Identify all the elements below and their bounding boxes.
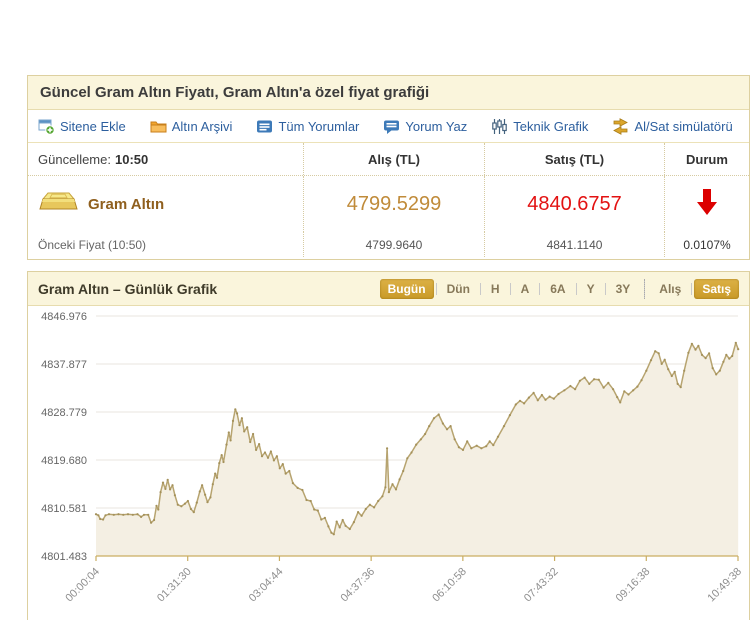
chart-area: 4846.976 4837.877 4828.779 4819.680 4810.581… <box>28 306 749 620</box>
instrument-name: Gram Altın <box>88 195 165 213</box>
add-to-site-icon <box>38 118 55 135</box>
svg-text:01:31:30: 01:31:30 <box>155 566 194 605</box>
status-cell <box>665 176 749 232</box>
svg-text:4810.581: 4810.581 <box>41 503 87 515</box>
svg-text:09:16:38: 09:16:38 <box>614 566 653 605</box>
range-button-bugun[interactable]: Bugün <box>379 278 434 299</box>
toolbar-link-teknik-grafik[interactable]: Teknik Grafik <box>491 118 588 135</box>
svg-text:07:43:32: 07:43:32 <box>522 566 561 605</box>
toolbar-link-label: Sitene Ekle <box>60 118 126 134</box>
series-button-satis[interactable]: Satış <box>694 278 739 299</box>
range-button-a[interactable]: A <box>513 279 538 299</box>
toolbar-link-altin-arsivi[interactable]: Altın Arşivi <box>150 118 233 135</box>
chart-header-bar: Gram Altın – Günlük Grafik Bugün Dün H A… <box>28 272 749 306</box>
gram-altin-row[interactable]: Gram Altın 4799.5299 4840.6757 <box>28 176 749 232</box>
previous-price-label: Önceki Fiyat (10:50) <box>28 232 304 257</box>
toolbar-link-tum-yorumlar[interactable]: Tüm Yorumlar <box>256 118 359 135</box>
quote-table: Güncelleme: 10:50 Alış (TL) Satış (TL) D… <box>28 143 749 259</box>
svg-text:04:37:36: 04:37:36 <box>338 566 377 605</box>
toolbar: Sitene Ekle Altın Arşivi <box>28 110 749 143</box>
button-separator <box>691 282 693 295</box>
write-comment-icon <box>383 118 400 135</box>
range-button-y[interactable]: Y <box>579 279 603 299</box>
svg-text:4837.877: 4837.877 <box>41 359 87 371</box>
range-button-h[interactable]: H <box>483 279 508 299</box>
toolbar-link-alsat-simulatoru[interactable]: Al/Sat simülatörü <box>612 117 733 135</box>
update-cell: Güncelleme: 10:50 <box>28 143 304 175</box>
price-chart[interactable]: 4846.976 4837.877 4828.779 4819.680 4810.581… <box>28 306 749 620</box>
comments-list-icon <box>256 118 273 135</box>
button-group-separator <box>644 278 646 299</box>
button-separator <box>604 282 606 295</box>
gold-bar-icon <box>38 189 78 220</box>
chart-range-buttons: Bugün Dün H A 6A Y 3Y Alış Satış <box>379 278 739 299</box>
candlestick-chart-icon <box>491 118 508 135</box>
toolbar-link-label: Yorum Yaz <box>405 118 468 134</box>
page-title: Güncel Gram Altın Fiyatı, Gram Altın'a ö… <box>40 84 430 101</box>
toolbar-link-yorum-yaz[interactable]: Yorum Yaz <box>383 118 467 135</box>
instrument-cell: Gram Altın <box>28 176 304 232</box>
status-column-header: Durum <box>686 151 728 167</box>
svg-text:4828.779: 4828.779 <box>41 407 87 419</box>
chart-panel: Gram Altın – Günlük Grafik Bugün Dün H A… <box>27 271 750 620</box>
quote-table-header-row: Güncelleme: 10:50 Alış (TL) Satış (TL) D… <box>28 143 749 176</box>
toolbar-link-label: Teknik Grafik <box>513 118 589 134</box>
button-separator <box>575 282 577 295</box>
toolbar-link-label: Tüm Yorumlar <box>278 118 360 134</box>
button-separator <box>435 282 437 295</box>
chart-title: Gram Altın – Günlük Grafik <box>38 280 218 297</box>
change-percent: 0.0107% <box>683 237 731 252</box>
svg-text:4846.976: 4846.976 <box>41 311 87 323</box>
sell-column-header: Satış (TL) <box>485 143 665 175</box>
gold-widget: Güncel Gram Altın Fiyatı, Gram Altın'a ö… <box>27 75 750 620</box>
svg-text:00:00:04: 00:00:04 <box>63 566 102 605</box>
archive-folder-icon <box>150 118 167 135</box>
button-separator <box>509 282 511 295</box>
buy-column-header: Alış (TL) <box>304 143 485 175</box>
widget-title-bar: Güncel Gram Altın Fiyatı, Gram Altın'a ö… <box>28 76 749 110</box>
toolbar-link-label: Al/Sat simülatörü <box>634 118 733 134</box>
previous-sell-price: 4841.1140 <box>485 232 665 257</box>
update-time: 10:50 <box>114 151 149 167</box>
buy-sell-swap-icon <box>612 117 629 135</box>
quote-panel: Güncel Gram Altın Fiyatı, Gram Altın'a ö… <box>27 75 750 260</box>
button-separator <box>479 282 481 295</box>
svg-text:03:04:44: 03:04:44 <box>247 566 286 605</box>
svg-text:4819.680: 4819.680 <box>41 455 87 467</box>
buy-price: 4799.5299 <box>304 176 485 232</box>
range-button-dun[interactable]: Dün <box>439 279 478 299</box>
previous-buy-price: 4799.9640 <box>304 232 485 257</box>
sell-price: 4840.6757 <box>485 176 665 232</box>
previous-price-row: Önceki Fiyat (10:50) 4799.9640 4841.1140… <box>28 232 749 259</box>
toolbar-link-label: Altın Arşivi <box>171 118 233 134</box>
update-label: Güncelleme: <box>38 151 111 167</box>
button-separator <box>539 282 541 295</box>
svg-text:06:10:58: 06:10:58 <box>430 566 469 605</box>
svg-text:10:49:38: 10:49:38 <box>705 566 744 605</box>
down-arrow-icon <box>695 187 719 222</box>
range-button-6a[interactable]: 6A <box>542 279 573 299</box>
svg-text:4801.483: 4801.483 <box>41 551 87 563</box>
range-button-3y[interactable]: 3Y <box>608 279 639 299</box>
toolbar-link-sitene-ekle[interactable]: Sitene Ekle <box>38 118 126 135</box>
series-button-alis[interactable]: Alış <box>651 279 689 299</box>
